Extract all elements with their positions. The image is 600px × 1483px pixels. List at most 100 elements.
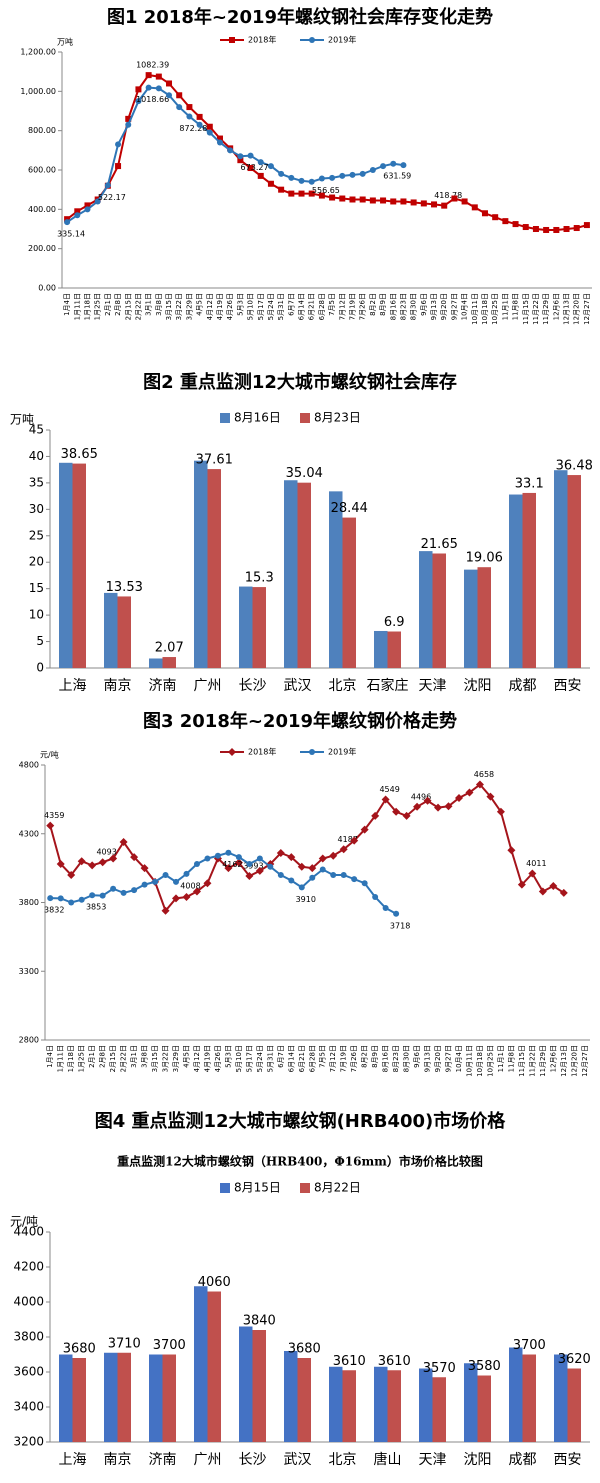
x-tick-label: 10月11日 [471, 293, 479, 325]
x-tick-label: 成都 [509, 1452, 537, 1468]
y-tick-label: 4200 [13, 1260, 44, 1274]
bar [522, 492, 536, 668]
marker [359, 196, 366, 203]
marker [125, 121, 132, 128]
x-tick-label: 11月1日 [501, 293, 509, 320]
marker [339, 195, 346, 202]
y-tick-label: 0.00 [38, 284, 56, 293]
data-label: 4162 [222, 860, 242, 869]
legend-swatch [300, 1183, 310, 1193]
bar [72, 463, 86, 668]
y-tick-label: 4300 [19, 829, 39, 838]
x-tick-label: 9月27日 [450, 293, 458, 320]
x-tick-label: 11月29日 [542, 293, 550, 325]
marker [522, 224, 529, 231]
marker [553, 226, 560, 233]
x-tick-label: 7月5日 [328, 293, 336, 316]
marker [360, 825, 369, 834]
data-label: 3993 [243, 861, 263, 870]
marker [287, 853, 296, 862]
marker [329, 851, 338, 860]
x-tick-label: 济南 [149, 1452, 177, 1468]
bar [464, 1363, 478, 1442]
data-label: 3610 [333, 1354, 366, 1369]
marker [423, 796, 432, 805]
marker [166, 80, 173, 87]
bar [207, 469, 221, 668]
marker [237, 157, 244, 164]
x-tick-label: 北京 [329, 1452, 357, 1468]
marker [206, 129, 213, 136]
marker [140, 864, 149, 873]
x-tick-label: 10月18日 [476, 1045, 484, 1077]
x-tick-label: 7月19日 [348, 293, 356, 320]
x-tick-label: 11月8日 [507, 1045, 515, 1072]
data-label: 631.59 [383, 171, 411, 180]
data-label: 36.48 [556, 459, 593, 474]
marker [98, 858, 107, 867]
marker [84, 206, 91, 213]
marker [110, 885, 117, 892]
x-tick-label: 西安 [554, 678, 582, 694]
y-tick-label: 600.00 [28, 166, 56, 175]
x-tick-label: 12月27日 [583, 293, 591, 325]
data-label: 3700 [153, 1338, 186, 1353]
x-tick-label: 7月19日 [340, 1045, 348, 1072]
marker [276, 849, 285, 857]
y-tick-label: 15 [29, 581, 44, 595]
y-tick-label: 10 [29, 608, 44, 622]
bar [554, 1354, 568, 1442]
marker [492, 214, 499, 221]
marker [183, 870, 190, 877]
marker [186, 104, 193, 111]
y-tick-label: 30 [29, 502, 44, 516]
x-tick-label: 南京 [104, 678, 132, 694]
y-tick-label: 4400 [13, 1225, 44, 1239]
marker [245, 871, 254, 880]
marker [308, 864, 317, 873]
marker [109, 854, 118, 863]
series-line [66, 74, 588, 231]
bar [419, 551, 433, 668]
marker [89, 892, 96, 899]
data-label: 3620 [558, 1352, 591, 1367]
marker [431, 201, 438, 208]
x-tick-label: 7月12日 [338, 293, 346, 320]
bar [567, 1368, 581, 1442]
x-tick-label: 西安 [554, 1452, 582, 1468]
marker [56, 860, 65, 868]
bar [252, 587, 266, 668]
x-tick-label: 5月17日 [257, 293, 265, 320]
series-line [50, 851, 397, 915]
x-tick-label: 1月18日 [83, 293, 91, 320]
x-tick-label: 11月29日 [539, 1045, 547, 1077]
y-tick-label: 0 [36, 661, 44, 675]
marker [517, 880, 526, 889]
x-tick-label: 石家庄 [367, 677, 409, 694]
x-tick-label: 上海 [59, 678, 87, 694]
y-tick-label: 4000 [13, 1295, 44, 1309]
marker [99, 892, 106, 899]
data-label: 6.9 [384, 615, 405, 630]
marker [182, 893, 191, 901]
marker [267, 180, 274, 187]
marker [543, 226, 550, 233]
marker [371, 811, 380, 820]
x-tick-label: 6月14日 [298, 293, 306, 320]
x-tick-label: 8月2日 [369, 293, 377, 316]
marker [228, 748, 236, 756]
x-tick-label: 3月22日 [162, 1045, 170, 1072]
x-tick-label: 6月21日 [308, 293, 316, 320]
marker [155, 85, 162, 92]
y-tick-label: 3400 [13, 1400, 44, 1414]
marker [67, 871, 76, 879]
bar [72, 1358, 86, 1442]
marker [410, 199, 417, 206]
marker [267, 863, 274, 870]
chart-title: 图3 2018年~2019年螺纹钢价格走势 [143, 710, 457, 732]
marker [390, 198, 397, 205]
bar [342, 1370, 356, 1442]
marker [256, 855, 263, 862]
bar [149, 1354, 163, 1442]
x-tick-label: 9月6日 [413, 1045, 421, 1068]
